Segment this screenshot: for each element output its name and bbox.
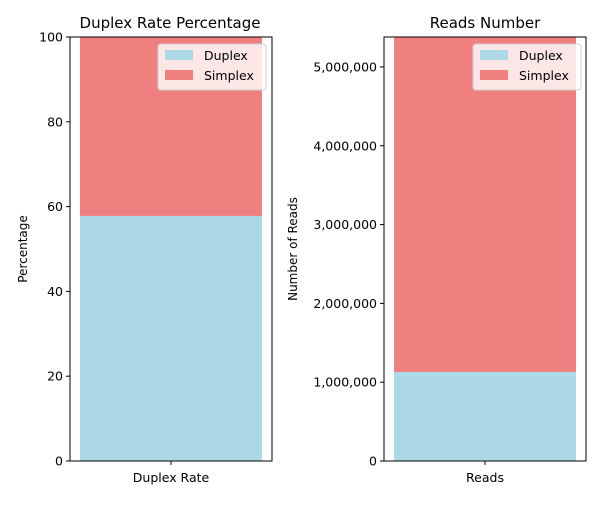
y-axis-label: Percentage [16, 215, 30, 283]
y-tick-label: 60 [47, 199, 63, 214]
legend-swatch-simplex [165, 70, 193, 80]
y-tick-label: 2,000,000 [313, 296, 377, 311]
y-tick-label: 0 [55, 454, 63, 469]
y-tick-label: 1,000,000 [313, 375, 377, 390]
y-tick-label: 100 [39, 30, 63, 45]
legend-label-duplex: Duplex [204, 48, 248, 63]
chart-reads-number: Reads Number Number of Reads 0 1,000,000 2… [286, 14, 587, 485]
legend: Duplex Simplex [157, 43, 267, 91]
legend-swatch-duplex [480, 50, 508, 60]
plot-frame [69, 36, 273, 462]
legend-swatch-duplex [165, 50, 193, 60]
legend-label-simplex: Simplex [519, 68, 569, 83]
legend-swatch-simplex [480, 70, 508, 80]
bar-simplex [394, 37, 576, 372]
legend: Duplex Simplex [472, 43, 582, 91]
x-ticks: Duplex Rate [133, 461, 210, 485]
x-tick-label: Reads [466, 470, 504, 485]
y-axis-label: Number of Reads [286, 197, 300, 301]
bars-group [394, 37, 576, 461]
chart-title: Reads Number [430, 14, 541, 32]
y-tick-label: 40 [47, 284, 63, 299]
legend-label-duplex: Duplex [519, 48, 563, 63]
y-tick-label: 4,000,000 [313, 138, 377, 153]
bar-duplex [394, 371, 576, 461]
y-tick-label: 5,000,000 [313, 59, 377, 74]
y-ticks: 0 20 40 60 80 100 [39, 30, 70, 469]
y-tick-label: 20 [47, 369, 63, 384]
chart-duplex-rate: Duplex Rate Percentage Percentage 0 20 40 6… [16, 14, 273, 485]
y-tick-label: 80 [47, 114, 63, 129]
bars-group [80, 37, 262, 461]
x-ticks: Reads [466, 461, 504, 485]
legend-label-simplex: Simplex [204, 68, 254, 83]
y-tick-label: 0 [369, 454, 377, 469]
x-tick-label: Duplex Rate [133, 470, 210, 485]
plot-frame [383, 36, 587, 462]
y-tick-label: 3,000,000 [313, 217, 377, 232]
y-ticks: 0 1,000,000 2,000,000 3,000,000 4,000,000 5,0… [313, 59, 384, 469]
bar-duplex [80, 215, 262, 461]
chart-title: Duplex Rate Percentage [80, 14, 261, 32]
